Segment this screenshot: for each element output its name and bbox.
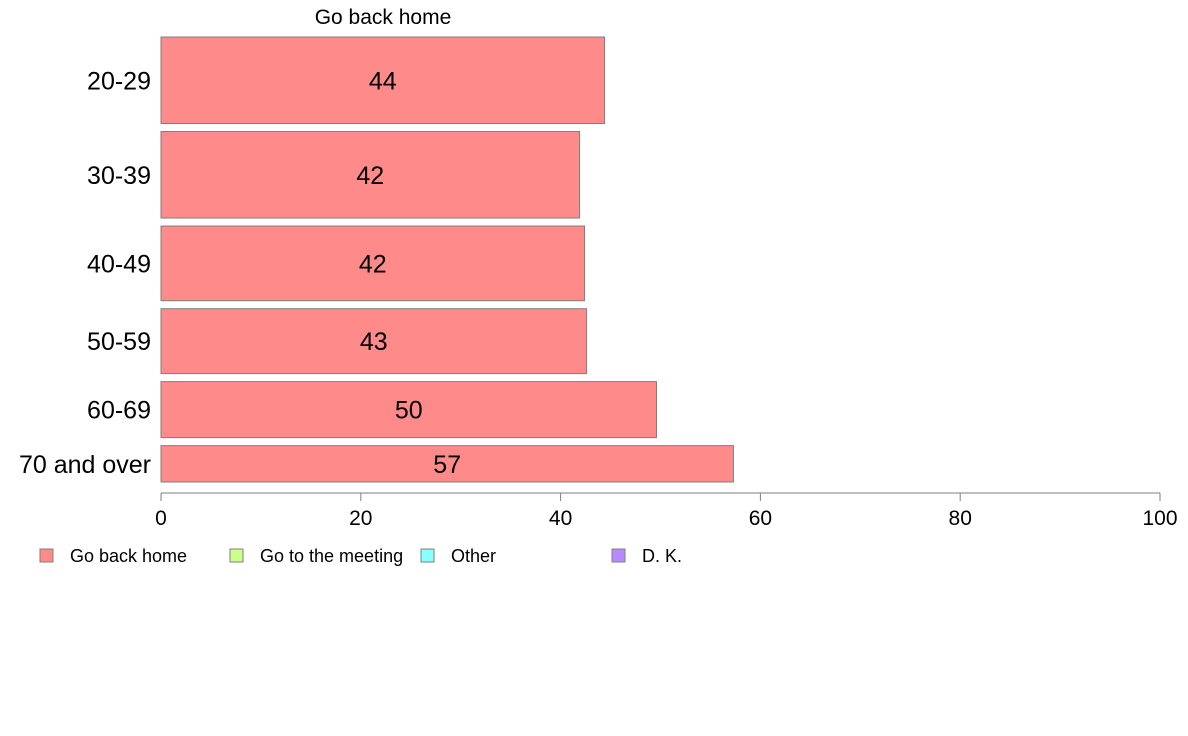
bar	[160, 225, 586, 302]
x-tick-label: 100	[1142, 507, 1177, 530]
chart-title: Go back home	[315, 6, 452, 29]
data-label: 57	[433, 451, 461, 479]
data-label: 42	[356, 162, 384, 190]
bar	[160, 36, 606, 125]
data-label: 43	[360, 328, 388, 356]
bar	[160, 381, 658, 439]
x-tick-label: 40	[549, 507, 572, 530]
x-tick-label: 20	[349, 507, 372, 530]
legend-swatch	[420, 548, 435, 563]
category-label: 50-59	[87, 328, 151, 356]
bar	[160, 445, 734, 483]
legend-swatch	[611, 548, 626, 563]
legend-label: Other	[451, 546, 496, 566]
category-label: 60-69	[87, 397, 151, 425]
data-label: 44	[369, 67, 397, 95]
category-label: 20-29	[87, 67, 151, 95]
legend: Go back home Go to the meeting Other D. K.	[39, 546, 682, 566]
data-label: 42	[359, 250, 387, 278]
bars-group: 44 20-29 42 30-39 42 40-49 43 50-59 50 60-69 57 70 …	[19, 36, 734, 483]
legend-label: Go back home	[70, 546, 187, 566]
x-tick-label: 80	[949, 507, 972, 530]
data-label: 50	[395, 397, 423, 425]
bar	[160, 131, 581, 219]
bar	[160, 308, 588, 375]
legend-swatch	[39, 548, 54, 563]
legend-label: D. K.	[642, 546, 682, 566]
x-tick-label: 0	[155, 507, 167, 530]
x-axis: 0 20 40 60 80 100	[155, 492, 1178, 530]
legend-swatch	[229, 548, 244, 563]
legend-label: Go to the meeting	[260, 546, 403, 566]
category-label: 40-49	[87, 250, 151, 278]
category-label: 70 and over	[19, 451, 151, 479]
category-label: 30-39	[87, 162, 151, 190]
x-tick-label: 60	[749, 507, 772, 530]
